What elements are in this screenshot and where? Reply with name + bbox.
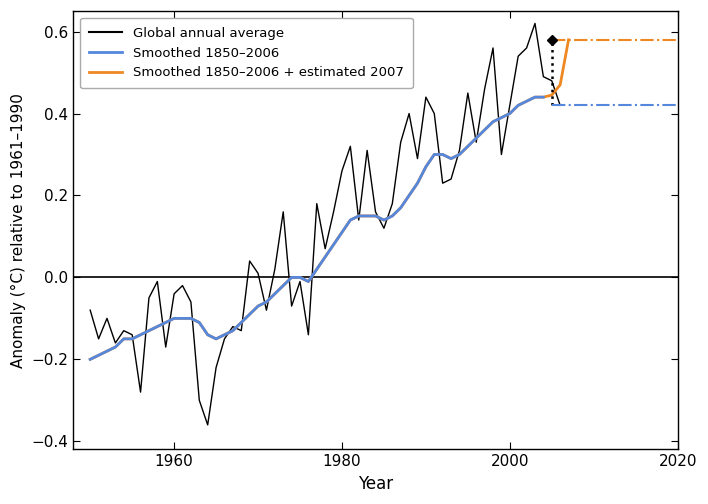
Y-axis label: Anomaly (°C) relative to 1961–1990: Anomaly (°C) relative to 1961–1990 [11,93,26,368]
X-axis label: Year: Year [358,475,393,493]
Legend: Global annual average, Smoothed 1850–2006, Smoothed 1850–2006 + estimated 2007: Global annual average, Smoothed 1850–200… [80,18,413,88]
